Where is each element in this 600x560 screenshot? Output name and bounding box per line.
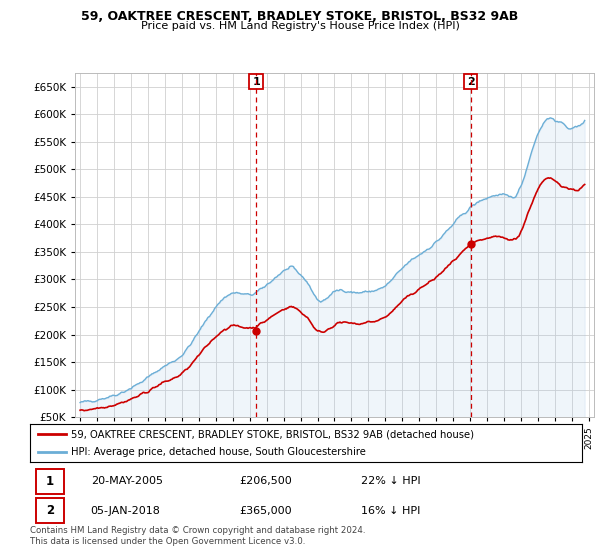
- Text: 16% ↓ HPI: 16% ↓ HPI: [361, 506, 421, 516]
- Text: 20-MAY-2005: 20-MAY-2005: [91, 476, 163, 486]
- Text: 22% ↓ HPI: 22% ↓ HPI: [361, 476, 421, 486]
- Text: Contains HM Land Registry data © Crown copyright and database right 2024.
This d: Contains HM Land Registry data © Crown c…: [30, 526, 365, 546]
- Text: 2: 2: [46, 504, 54, 517]
- Text: 59, OAKTREE CRESCENT, BRADLEY STOKE, BRISTOL, BS32 9AB (detached house): 59, OAKTREE CRESCENT, BRADLEY STOKE, BRI…: [71, 429, 475, 439]
- Text: £365,000: £365,000: [240, 506, 292, 516]
- Text: 2: 2: [467, 77, 475, 86]
- Bar: [35, 469, 64, 493]
- Text: £206,500: £206,500: [240, 476, 293, 486]
- Text: 59, OAKTREE CRESCENT, BRADLEY STOKE, BRISTOL, BS32 9AB: 59, OAKTREE CRESCENT, BRADLEY STOKE, BRI…: [82, 10, 518, 23]
- Text: 1: 1: [46, 475, 54, 488]
- Text: 05-JAN-2018: 05-JAN-2018: [91, 506, 161, 516]
- Text: Price paid vs. HM Land Registry's House Price Index (HPI): Price paid vs. HM Land Registry's House …: [140, 21, 460, 31]
- Text: HPI: Average price, detached house, South Gloucestershire: HPI: Average price, detached house, Sout…: [71, 447, 366, 457]
- Text: 1: 1: [252, 77, 260, 86]
- Bar: [35, 498, 64, 523]
